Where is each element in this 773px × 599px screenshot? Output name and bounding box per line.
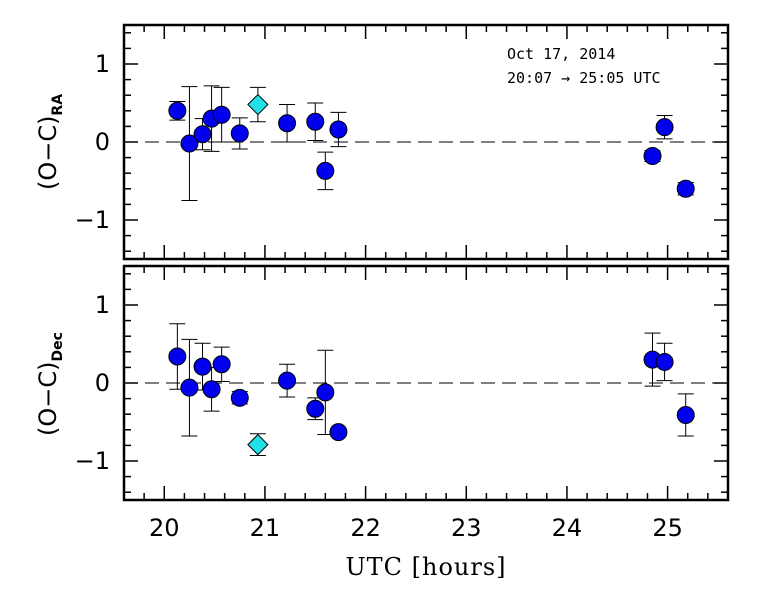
bottom-data-point (230, 388, 249, 407)
bottom-data-point (168, 347, 187, 366)
x-tick-label: 23 (451, 514, 482, 542)
svg-text:(O−C)RA: (O−C)RA (34, 94, 66, 190)
top-y-tick-label: 0 (95, 128, 110, 156)
top-data-point (180, 134, 199, 153)
top-y-axis-title-sub: RA (50, 94, 66, 116)
bottom-data-point (180, 378, 199, 397)
x-axis-title: UTC [hours] (345, 553, 506, 581)
top-data-point (212, 105, 231, 124)
bottom-data-point (676, 405, 695, 424)
bottom-data-point (655, 352, 674, 371)
top-data-point (329, 120, 348, 139)
bottom-data-point (212, 355, 231, 374)
bottom-y-axis-title: (O−C)Dec (34, 332, 66, 436)
svg-text:(O−C)Dec: (O−C)Dec (34, 332, 66, 436)
top-data-point (193, 125, 212, 144)
date-annotation: Oct 17, 2014 (507, 45, 615, 63)
bottom-diamond-point (247, 433, 269, 456)
top-data-point (643, 147, 662, 166)
x-tick-label: 24 (552, 514, 583, 542)
bottom-data-point (329, 423, 348, 442)
x-tick-label: 20 (149, 514, 180, 542)
bottom-data-point (193, 357, 212, 376)
top-data-point (316, 161, 335, 180)
x-tick-label: 25 (652, 514, 683, 542)
top-diamond-point (247, 93, 269, 116)
bottom-y-tick-label: 0 (95, 369, 110, 397)
bottom-data-point (202, 380, 221, 399)
top-data-point (168, 101, 187, 120)
top-data-point (676, 179, 695, 198)
top-data-point (230, 124, 249, 143)
top-data-point (278, 114, 297, 133)
top-y-axis-title-main: (O−C) (34, 116, 62, 190)
bottom-y-tick-label: 1 (95, 291, 110, 319)
bottom-data-point (316, 383, 335, 402)
top-data-point (655, 118, 674, 137)
x-tick-label: 21 (250, 514, 281, 542)
bottom-y-tick-label: −1 (75, 447, 110, 475)
x-tick-label: 22 (350, 514, 381, 542)
bottom-data-point (278, 371, 297, 390)
top-y-axis-title: (O−C)RA (34, 94, 66, 190)
top-y-tick-label: 1 (95, 50, 110, 78)
top-data-point (306, 112, 325, 131)
bottom-y-axis-title-sub: Dec (50, 332, 66, 361)
bottom-y-axis-title-main: (O−C) (34, 361, 62, 435)
top-y-tick-label: −1 (75, 206, 110, 234)
bottom-data-point (306, 399, 325, 418)
time-range-annotation: 20:07 → 25:05 UTC (507, 69, 661, 87)
